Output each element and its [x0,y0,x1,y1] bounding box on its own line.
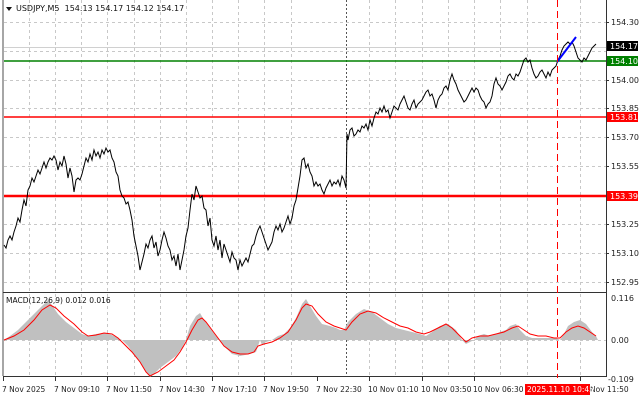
current-price-badge [607,41,638,51]
red-level-badge-upper [607,112,638,122]
red-level-label-lower: 153.39 [610,192,638,201]
time-label: 10 Nov 03:50 [421,385,472,394]
time-label: 7 Nov 14:30 [159,385,205,394]
time-grid [29,0,581,376]
time-label: 7 Nov 17:10 [211,385,257,394]
price-tick: 153.10 [611,249,639,258]
price-tick: 154.30 [611,18,639,27]
time-label: 7 Nov 2025 [2,385,45,394]
price-line [3,41,597,271]
ohlc-values: 154.13 154.17 154.12 154.17 [64,4,185,13]
price-axis: 154.30 154.00 153.85 153.70 153.55 153.2… [611,18,639,287]
green-level-label: 154.10 [610,57,638,66]
price-tick: 153.85 [611,104,639,113]
time-axis: 7 Nov 2025 7 Nov 09:10 7 Nov 11:50 7 Nov… [2,385,629,394]
chart-title: USDJPY,M5 154.13 154.17 154.12 154.17 [6,4,184,13]
green-level-badge [607,56,638,66]
red-level-label-upper: 153.81 [610,113,638,122]
time-label: 7 Nov 19:50 [263,385,309,394]
price-tick: 153.70 [611,133,639,142]
macd-signal-line [3,303,597,377]
red-level-badge-lower [607,191,638,201]
price-tick: 153.55 [611,162,639,171]
macd-tick: -0.109 [608,375,634,384]
macd-title: MACD(12,26,9) 0.012 0.016 [6,296,111,305]
symbol-label: USDJPY,M5 [16,4,60,13]
macd-tick: 0.116 [611,294,634,303]
macd-histogram [4,299,598,377]
price-tick: 152.95 [611,278,639,287]
time-label: 10 Nov 06:30 [473,385,524,394]
time-label: 7 Nov 22:30 [316,385,362,394]
time-marker-badge [525,384,590,395]
time-label: 7 Nov 09:10 [54,385,100,394]
price-tick: 154.00 [611,76,639,85]
time-label: 10 Nov 01:10 [368,385,419,394]
macd-axis: 0.116 0.00 -0.109 [608,294,634,384]
time-label: 7 Nov 11:50 [106,385,152,394]
price-tick: 153.25 [611,220,639,229]
collapse-arrow-icon[interactable] [6,6,12,11]
time-marker-label: 2025.11.10 10:45 [527,385,594,394]
current-price-label: 154.17 [610,42,638,51]
time-label: Nov 11:50 [590,385,629,394]
macd-tick: 0.00 [611,336,629,345]
forecast-line [556,36,577,63]
